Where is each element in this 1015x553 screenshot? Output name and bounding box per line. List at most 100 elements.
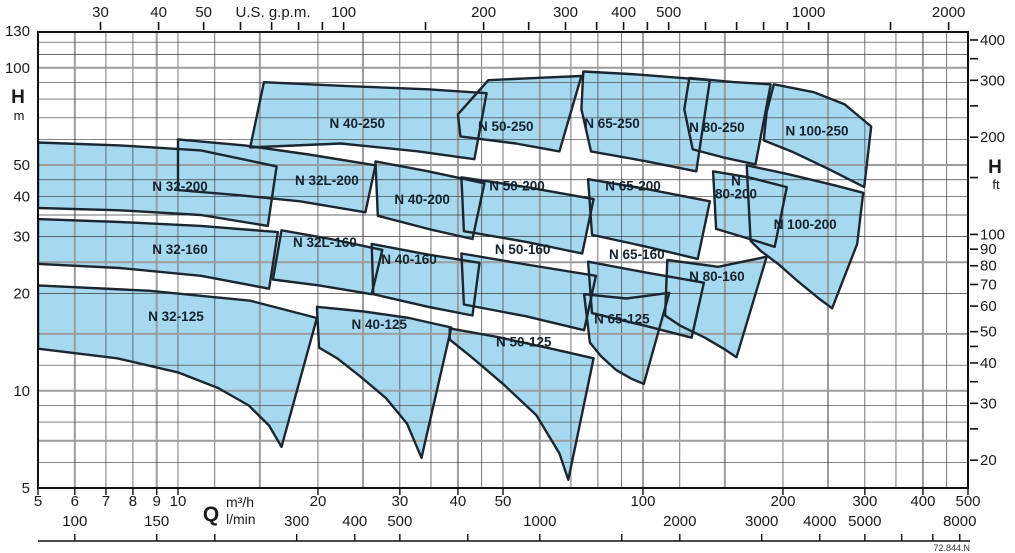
envelope-fills xyxy=(38,71,872,480)
tick-label: 100 xyxy=(630,493,655,510)
tick-label: 60 xyxy=(980,298,997,315)
pump-label: N 50-160 xyxy=(495,242,551,257)
pump-label: N 32L-200 xyxy=(295,173,359,188)
envelope-fill-n-32-125 xyxy=(38,285,317,447)
tick-label: 3000 xyxy=(745,513,778,530)
tick-label: 130 xyxy=(5,23,30,40)
tick-label: 30 xyxy=(13,229,30,246)
tick-label: 400 xyxy=(342,513,367,530)
envelope-outline-n-50-200 xyxy=(460,176,595,255)
tick-label: 9 xyxy=(153,493,161,510)
tick-label: 40 xyxy=(450,493,467,510)
tick-label: 400 xyxy=(910,493,935,510)
envelope-outline-n-80-200 xyxy=(711,170,788,248)
axis-top-usgpm: 30 40 50 100 200 300 400 500 1000 2000 U.S. g.p.m. xyxy=(92,4,965,30)
envelope-outline-n-65-125 xyxy=(582,291,671,386)
envelope-outline-n-65-250 xyxy=(580,70,712,173)
tick-label: 300 xyxy=(852,493,877,510)
envelope-outline-n-100-250 xyxy=(762,83,873,189)
envelope-outline-n-65-160 xyxy=(586,260,706,339)
tick-label: 150 xyxy=(144,513,169,530)
axis-unit-ft: ft xyxy=(992,177,1000,192)
drawing-code: 72.844.N xyxy=(933,543,970,553)
tick-label: 50 xyxy=(980,324,997,341)
tick-label: 20 xyxy=(310,493,327,510)
pump-label: N 65-200 xyxy=(605,178,661,193)
axis-bottom-lmin: 100 150 300 400 500 1000 2000 3000 4000 5000 8000 xyxy=(38,513,976,542)
envelope-outline-n-40-125 xyxy=(315,305,453,459)
envelope-outline-n-65-200 xyxy=(586,178,712,261)
tick-label: 300 xyxy=(980,72,1005,89)
tick-label: 20 xyxy=(980,452,997,469)
tick-label: 2000 xyxy=(663,513,696,530)
tick-label: 40 xyxy=(13,188,30,205)
tick-label: 40 xyxy=(150,4,167,21)
tick-label: 30 xyxy=(92,4,109,21)
tick-label: 300 xyxy=(284,513,309,530)
pump-label: N 80-250 xyxy=(689,120,745,135)
envelope-outline-n-40-160 xyxy=(370,242,481,317)
pump-label: N 32-125 xyxy=(148,309,204,324)
tick-label: 90 xyxy=(980,241,997,258)
tick-label: 8 xyxy=(129,493,137,510)
tick-label: 200 xyxy=(471,4,496,21)
tick-label: 400 xyxy=(611,4,636,21)
axis-title-h-right: H xyxy=(988,157,1002,178)
envelope-labels: N 32-125 N 40-125 N 50-125 N 65-125 N 32-160… xyxy=(148,116,848,350)
pump-label: N 40-200 xyxy=(394,192,450,207)
pump-label: 80-200 xyxy=(715,186,757,201)
pump-label: N 40-250 xyxy=(330,116,386,131)
axis-title-h-left: H xyxy=(11,87,25,108)
pump-label: N 50-250 xyxy=(478,119,534,134)
envelope-fill-n-65-250 xyxy=(581,71,710,172)
pump-label: N 80-160 xyxy=(689,269,745,284)
tick-label: 10 xyxy=(13,383,30,400)
axis-unit-m3h: m³/h xyxy=(226,494,254,510)
tick-label: 30 xyxy=(391,493,408,510)
pump-label: N xyxy=(731,173,741,188)
envelope-outline-n-50-160 xyxy=(460,252,598,332)
tick-label: 100 xyxy=(5,60,30,77)
tick-label: 40 xyxy=(980,355,997,372)
tick-label: 1000 xyxy=(523,513,556,530)
tick-label: 7 xyxy=(102,493,110,510)
envelope-outline-n-40-250 xyxy=(249,81,488,161)
tick-label: 200 xyxy=(770,493,795,510)
tick-label: 10 xyxy=(170,493,187,510)
envelope-fill-n-100-250 xyxy=(763,84,872,188)
tick-label: 50 xyxy=(13,157,30,174)
tick-label: 500 xyxy=(656,4,681,21)
envelope-fill-n-50-250 xyxy=(457,76,582,152)
tick-label: 80 xyxy=(980,258,997,275)
tick-label: 5 xyxy=(34,493,42,510)
tick-label: 5000 xyxy=(848,513,881,530)
envelope-fill-n-40-250 xyxy=(250,82,487,160)
envelope-fill-n-40-125 xyxy=(316,306,452,458)
tick-label: 300 xyxy=(553,4,578,21)
tick-label: 20 xyxy=(13,286,30,303)
tick-label: 500 xyxy=(955,493,980,510)
envelope-outline-n-80-160 xyxy=(663,255,768,359)
tick-label: 200 xyxy=(980,129,1005,146)
tick-label: 500 xyxy=(387,513,412,530)
pump-label: N 65-125 xyxy=(594,312,650,327)
pump-label: N 100-200 xyxy=(774,217,837,232)
envelope-outline-n-32-125 xyxy=(38,284,319,449)
axis-left-m: 130 100 50 40 30 20 10 5 Hm xyxy=(5,23,30,497)
pump-label: N 65-250 xyxy=(584,116,640,131)
envelope-outline-n-40-200 xyxy=(374,160,486,241)
tick-label: 100 xyxy=(980,226,1005,243)
tick-label: 1000 xyxy=(792,4,825,21)
plot-border xyxy=(37,31,969,489)
tick-label: 100 xyxy=(331,4,356,21)
axis-bottom-m3h: 5 6 7 8 9 10 20 30 40 50 100 200 300 400 500 Qm³/hl/min xyxy=(34,489,981,527)
tick-label: 8000 xyxy=(943,513,976,530)
axis-unit-lmin: l/min xyxy=(226,511,256,527)
tick-label: 50 xyxy=(495,493,512,510)
tick-label: 400 xyxy=(980,32,1005,49)
tick-label: 30 xyxy=(980,395,997,412)
pump-label: N 65-160 xyxy=(609,247,665,262)
envelope-outline-n-50-250 xyxy=(456,74,583,153)
envelope-outline-n-32-200 xyxy=(38,141,278,228)
